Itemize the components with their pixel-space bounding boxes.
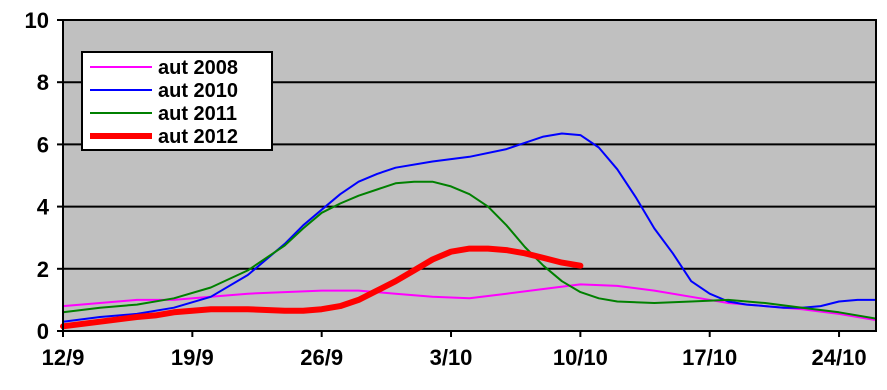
y-tick-label: 0 bbox=[37, 319, 49, 344]
y-tick-label: 10 bbox=[25, 8, 49, 33]
legend-label: aut 2012 bbox=[158, 126, 238, 148]
y-tick-label: 8 bbox=[37, 70, 49, 95]
x-tick-label: 26/9 bbox=[300, 345, 343, 370]
y-axis: 0 2 4 6 8 10 bbox=[25, 8, 63, 344]
x-tick-label: 19/9 bbox=[171, 345, 214, 370]
series-lines bbox=[60, 132, 877, 330]
y-tick-label: 2 bbox=[37, 257, 49, 282]
legend-label: aut 2008 bbox=[158, 57, 238, 79]
series-line-aut-2011 bbox=[62, 180, 877, 320]
x-tick-label: 12/9 bbox=[42, 345, 85, 370]
legend-label: aut 2010 bbox=[158, 80, 238, 102]
x-tick-label: 17/10 bbox=[682, 345, 737, 370]
x-tick-label: 3/10 bbox=[430, 345, 473, 370]
series-line-aut-2012 bbox=[60, 245, 584, 330]
plot-border bbox=[62, 19, 877, 332]
x-axis: 12/9 19/9 26/9 3/10 10/10 17/10 24/10 bbox=[42, 331, 867, 370]
x-tick-label: 24/10 bbox=[812, 345, 867, 370]
y-tick-label: 6 bbox=[37, 132, 49, 157]
y-tick-label: 4 bbox=[37, 195, 50, 220]
legend-label: aut 2011 bbox=[158, 103, 237, 125]
x-tick-label: 10/10 bbox=[553, 345, 608, 370]
